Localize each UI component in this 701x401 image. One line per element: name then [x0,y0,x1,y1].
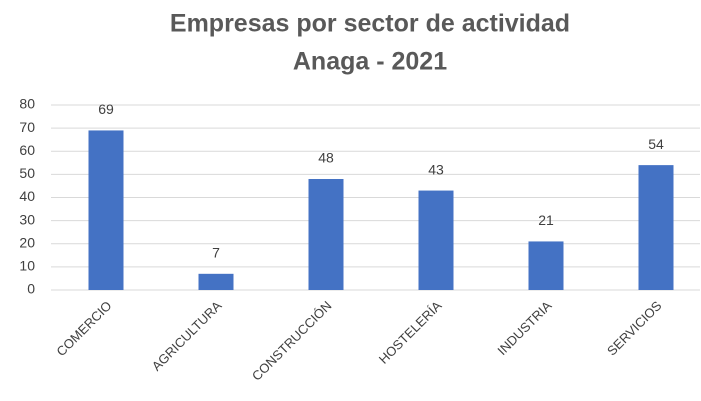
y-tick-label: 50 [19,165,35,181]
y-tick-label: 60 [19,142,35,158]
x-tick-label: AGRICULTURA [149,298,225,374]
bar [198,273,234,290]
data-label: 54 [648,136,664,152]
y-tick-label: 40 [19,188,35,204]
y-tick-label: 80 [19,96,35,112]
y-tick-label: 10 [19,258,35,274]
x-tick-label: HOSTELERÍA [376,298,445,367]
data-label: 48 [318,150,334,166]
data-label: 21 [538,212,554,228]
x-tick-label: SERVICIOS [604,298,665,359]
bar [638,165,674,290]
y-tick-label: 20 [19,234,35,250]
chart-subtitle: Anaga - 2021 [293,48,447,76]
y-tick-label: 30 [19,211,35,227]
data-label: 69 [98,101,114,117]
bar [418,190,454,290]
y-tick-label: 0 [27,281,35,297]
bar [308,179,344,290]
bar [88,130,124,290]
data-label: 43 [428,161,444,177]
data-label: 7 [212,245,220,261]
x-tick-label: CONSTRUCCIÓN [249,298,335,384]
x-tick-label: INDUSTRIA [494,298,554,358]
y-tick-label: 70 [19,119,35,135]
chart-title: Empresas por sector de actividad [170,10,570,38]
x-tick-label: COMERCIO [53,298,114,359]
bar [528,241,564,290]
